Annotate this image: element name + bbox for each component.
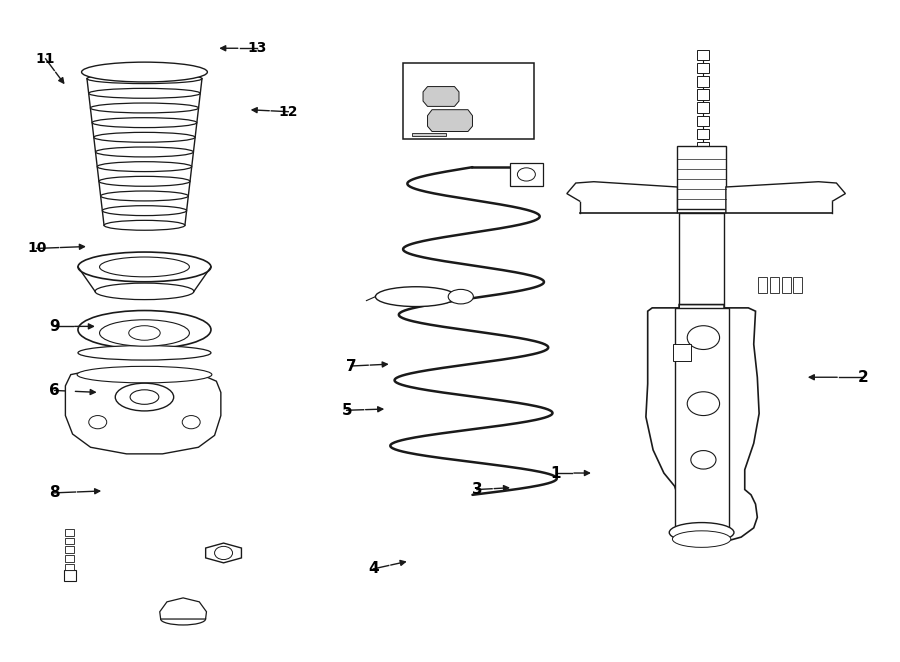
Polygon shape bbox=[698, 129, 709, 140]
Text: 3: 3 bbox=[472, 482, 482, 497]
Ellipse shape bbox=[89, 88, 201, 98]
FancyBboxPatch shape bbox=[675, 308, 729, 532]
Circle shape bbox=[214, 546, 232, 559]
Polygon shape bbox=[66, 369, 220, 454]
FancyBboxPatch shape bbox=[673, 344, 691, 361]
Polygon shape bbox=[646, 305, 759, 541]
Polygon shape bbox=[567, 181, 678, 213]
FancyBboxPatch shape bbox=[680, 213, 724, 308]
Ellipse shape bbox=[95, 147, 194, 157]
Ellipse shape bbox=[672, 531, 731, 547]
Circle shape bbox=[688, 326, 720, 350]
Ellipse shape bbox=[375, 287, 456, 307]
FancyBboxPatch shape bbox=[66, 538, 75, 544]
Text: 7: 7 bbox=[346, 359, 356, 373]
Ellipse shape bbox=[94, 132, 195, 142]
Polygon shape bbox=[698, 116, 709, 126]
Polygon shape bbox=[698, 142, 709, 153]
Text: 1: 1 bbox=[551, 465, 562, 481]
FancyBboxPatch shape bbox=[66, 563, 75, 570]
Ellipse shape bbox=[160, 613, 205, 625]
FancyBboxPatch shape bbox=[66, 546, 75, 553]
Ellipse shape bbox=[97, 162, 192, 171]
Polygon shape bbox=[423, 87, 459, 107]
Polygon shape bbox=[698, 63, 709, 73]
Ellipse shape bbox=[82, 62, 207, 82]
Ellipse shape bbox=[129, 326, 160, 340]
Circle shape bbox=[688, 392, 720, 416]
Ellipse shape bbox=[78, 310, 211, 349]
Polygon shape bbox=[698, 103, 709, 113]
Text: 12: 12 bbox=[278, 105, 298, 118]
Ellipse shape bbox=[92, 118, 197, 128]
FancyBboxPatch shape bbox=[770, 277, 778, 293]
Ellipse shape bbox=[100, 257, 189, 277]
Ellipse shape bbox=[130, 390, 159, 404]
FancyBboxPatch shape bbox=[510, 163, 543, 186]
Ellipse shape bbox=[90, 103, 199, 113]
FancyBboxPatch shape bbox=[403, 64, 534, 140]
Polygon shape bbox=[159, 598, 206, 619]
Text: 13: 13 bbox=[248, 41, 266, 55]
Ellipse shape bbox=[95, 283, 194, 300]
Text: 10: 10 bbox=[27, 242, 46, 256]
Text: 8: 8 bbox=[50, 485, 60, 500]
Ellipse shape bbox=[100, 320, 189, 346]
Ellipse shape bbox=[448, 289, 473, 304]
FancyBboxPatch shape bbox=[66, 555, 75, 561]
FancyBboxPatch shape bbox=[781, 277, 790, 293]
Circle shape bbox=[518, 168, 536, 181]
Ellipse shape bbox=[78, 252, 211, 282]
FancyBboxPatch shape bbox=[793, 277, 802, 293]
Ellipse shape bbox=[115, 383, 174, 411]
Text: 2: 2 bbox=[858, 370, 868, 385]
Ellipse shape bbox=[99, 176, 190, 186]
Ellipse shape bbox=[87, 73, 202, 83]
FancyBboxPatch shape bbox=[758, 277, 767, 293]
Polygon shape bbox=[698, 89, 709, 100]
Circle shape bbox=[182, 416, 200, 429]
Ellipse shape bbox=[101, 191, 188, 201]
Circle shape bbox=[691, 451, 716, 469]
FancyBboxPatch shape bbox=[678, 146, 726, 209]
Text: 11: 11 bbox=[36, 52, 56, 66]
Circle shape bbox=[89, 416, 107, 429]
Polygon shape bbox=[428, 110, 473, 132]
Text: 6: 6 bbox=[50, 383, 60, 398]
Polygon shape bbox=[412, 133, 446, 136]
Text: 4: 4 bbox=[368, 561, 379, 577]
Polygon shape bbox=[726, 181, 845, 213]
Ellipse shape bbox=[77, 366, 212, 383]
Polygon shape bbox=[698, 76, 709, 87]
Text: 9: 9 bbox=[50, 319, 60, 334]
Polygon shape bbox=[698, 50, 709, 60]
Ellipse shape bbox=[104, 220, 184, 230]
Text: 5: 5 bbox=[341, 402, 352, 418]
Ellipse shape bbox=[103, 206, 186, 216]
FancyBboxPatch shape bbox=[64, 570, 76, 581]
Ellipse shape bbox=[78, 346, 211, 360]
Polygon shape bbox=[206, 543, 241, 563]
FancyBboxPatch shape bbox=[66, 529, 75, 536]
Ellipse shape bbox=[670, 522, 734, 542]
